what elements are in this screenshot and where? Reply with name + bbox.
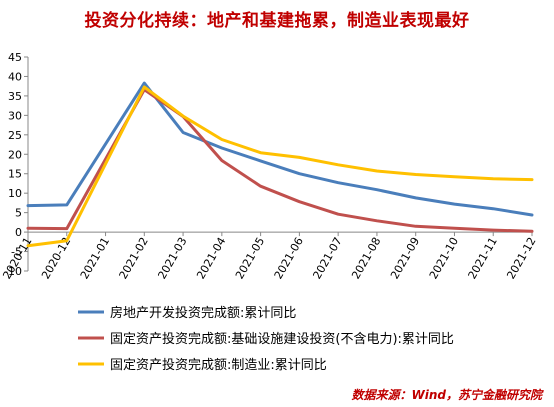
y-tick-label: 45 (8, 51, 22, 64)
x-tick-label: 2021-10 (427, 235, 461, 281)
x-tick-label: 2021-02 (117, 235, 151, 281)
x-tick-label: 2021-01 (78, 235, 112, 281)
series-lines (26, 81, 534, 248)
y-tick-label: 25 (8, 129, 22, 142)
y-axis: -10 -5 0 5 10 15 20 25 30 35 40 45 (4, 51, 29, 278)
data-source-note: 数据来源：Wind，苏宁金融研究院 (351, 388, 542, 402)
chart-title: 投资分化持续：地产和基建拖累，制造业表现最好 (84, 11, 470, 31)
y-tick-label: 15 (8, 168, 22, 181)
y-tick-label: 35 (8, 90, 22, 103)
x-tick-label: 2021-04 (194, 235, 228, 281)
x-tick-label: 2021-07 (311, 235, 345, 281)
x-tick-label: 2021-03 (155, 235, 189, 281)
x-tick-label: 2021-05 (233, 235, 267, 281)
x-tick-label: 2021-08 (349, 235, 383, 281)
x-tick-label: 2021-09 (388, 235, 422, 281)
x-axis: 2020-11 2020-12 2021-01 2021-02 2021-03 2021-… (0, 231, 539, 281)
y-tick-label: 40 (8, 70, 22, 83)
legend: 房地产开发投资完成额:累计同比固定资产投资完成额:基础设施建设投资(不含电力):… (78, 305, 454, 373)
x-tick-label: 2021-11 (466, 235, 500, 281)
y-tick-label: -10 (4, 265, 22, 278)
legend-label: 固定资产投资完成额:基础设施建设投资(不含电力):累计同比 (110, 331, 454, 347)
series-line-3 (26, 85, 534, 248)
y-tick-label: 5 (15, 207, 22, 220)
y-tick-label: 0 (15, 226, 22, 239)
y-tick-label: -5 (11, 246, 22, 259)
legend-label: 房地产开发投资完成额:累计同比 (110, 305, 296, 321)
x-tick-label: 2021-12 (504, 235, 538, 281)
x-tick-label: 2021-06 (272, 235, 306, 281)
series-line-1 (26, 81, 534, 217)
y-tick-label: 10 (8, 187, 22, 200)
y-tick-label: 20 (8, 148, 22, 161)
series-line-2 (26, 88, 534, 233)
legend-label: 固定资产投资完成额:制造业:累计同比 (110, 357, 327, 373)
y-tick-label: 30 (8, 109, 22, 122)
